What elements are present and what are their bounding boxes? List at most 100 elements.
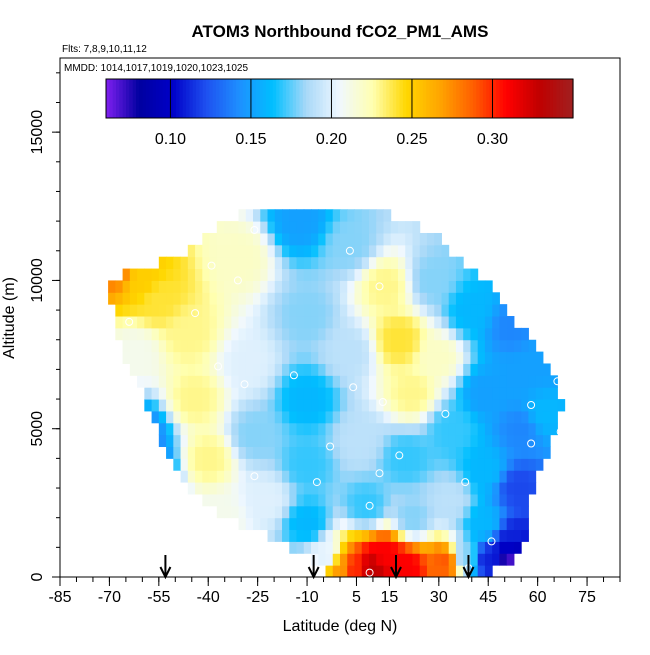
heatmap-cell (397, 482, 406, 495)
heatmap-cell (361, 422, 370, 436)
heatmap-cell (484, 470, 493, 483)
heatmap-cell (289, 316, 298, 329)
heatmap-cell (405, 232, 413, 246)
heatmap-cell (332, 339, 341, 353)
colorbar-segment (499, 79, 504, 118)
heatmap-cell (441, 339, 450, 353)
heatmap-cell (260, 375, 269, 388)
heatmap-cell (282, 280, 290, 293)
heatmap-cell (296, 292, 305, 305)
heatmap-cell (405, 422, 413, 436)
heatmap-cell (224, 316, 232, 329)
heatmap-cell (332, 399, 341, 412)
heatmap-cell (513, 422, 522, 436)
colorbar-segment (116, 79, 120, 118)
heatmap-cell (282, 268, 290, 281)
heatmap-cell (397, 256, 406, 270)
colorbar-segment (472, 79, 477, 118)
heatmap-cell (455, 339, 464, 353)
colorbar-segment (526, 79, 531, 118)
heatmap-cell (289, 482, 298, 495)
heatmap-cell (383, 375, 392, 388)
heatmap-cell (129, 351, 138, 364)
heatmap-cell (513, 351, 522, 364)
heatmap-cell (528, 399, 537, 412)
heatmap-cell (173, 304, 182, 317)
heatmap-cell (455, 316, 464, 329)
heatmap-cell (463, 493, 471, 507)
heatmap-cell (390, 493, 399, 507)
heatmap-cell (180, 316, 189, 329)
heatmap-cell (151, 399, 160, 412)
heatmap-cell (542, 446, 551, 459)
heatmap-cell (151, 363, 160, 376)
colorbar-segment (212, 79, 217, 118)
colorbar-segment (296, 79, 301, 118)
colorbar-segment (412, 79, 417, 118)
heatmap-cell (173, 268, 182, 281)
heatmap-cell (506, 399, 515, 412)
colorbar-segment (386, 79, 391, 118)
heatmap-cell (173, 434, 182, 448)
colorbar-segment (352, 79, 357, 118)
heatmap-cell (325, 304, 334, 317)
heatmap-cell (470, 363, 479, 376)
heatmap-cell (245, 493, 254, 507)
heatmap-cell (151, 339, 160, 353)
sample-point (523, 552, 532, 561)
heatmap-cell (122, 316, 131, 329)
heatmap-cell (492, 493, 500, 507)
heatmap-cell (492, 410, 500, 424)
heatmap-cell (368, 553, 377, 566)
heatmap-cell (376, 375, 384, 388)
heatmap-cell (325, 493, 334, 507)
heatmap-cell (158, 256, 167, 270)
heatmap-cell (325, 363, 334, 376)
heatmap-cell (419, 363, 428, 376)
heatmap-cell (224, 387, 232, 400)
x-tick-label: -40 (197, 589, 220, 606)
heatmap-cell (318, 529, 327, 542)
heatmap-cell (528, 434, 537, 448)
heatmap-cell (368, 304, 377, 317)
heatmap-cell (173, 256, 182, 270)
colorbar-segment (332, 79, 337, 118)
heatmap-cell (195, 399, 203, 412)
heatmap-cell (347, 268, 355, 281)
heatmap-cell (368, 493, 377, 507)
heatmap-cell (412, 232, 421, 246)
heatmap-cell (397, 434, 406, 448)
heatmap-cell (289, 209, 298, 222)
heatmap-cell (521, 434, 529, 448)
heatmap-cell (187, 327, 196, 341)
heatmap-cell (260, 470, 269, 483)
heatmap-cell (267, 458, 276, 471)
heatmap-cell (448, 565, 457, 577)
heatmap-cell (260, 292, 269, 305)
heatmap-cell (390, 292, 399, 305)
colorbar-segment (106, 79, 110, 118)
heatmap-cell (340, 316, 348, 329)
heatmap-cell (477, 375, 486, 388)
heatmap-cell (463, 304, 471, 317)
heatmap-cell (521, 493, 529, 507)
heatmap-cell (463, 316, 471, 329)
heatmap-cell (267, 446, 276, 459)
heatmap-cell (412, 422, 421, 436)
heatmap-cell (354, 410, 363, 424)
heatmap-cell (477, 316, 486, 329)
heatmap-cell (332, 458, 341, 471)
heatmap-cell (303, 446, 312, 459)
heatmap-cell (397, 304, 406, 317)
heatmap-cell (397, 493, 406, 507)
heatmap-cell (412, 505, 421, 519)
heatmap-cell (470, 280, 479, 293)
heatmap-cell (405, 517, 413, 531)
heatmap-cell (434, 553, 442, 566)
heatmap-cell (282, 517, 290, 531)
heatmap-cell (303, 363, 312, 376)
heatmap-cell (282, 316, 290, 329)
heatmap-cell (224, 434, 232, 448)
colorbar-segment (556, 79, 561, 118)
